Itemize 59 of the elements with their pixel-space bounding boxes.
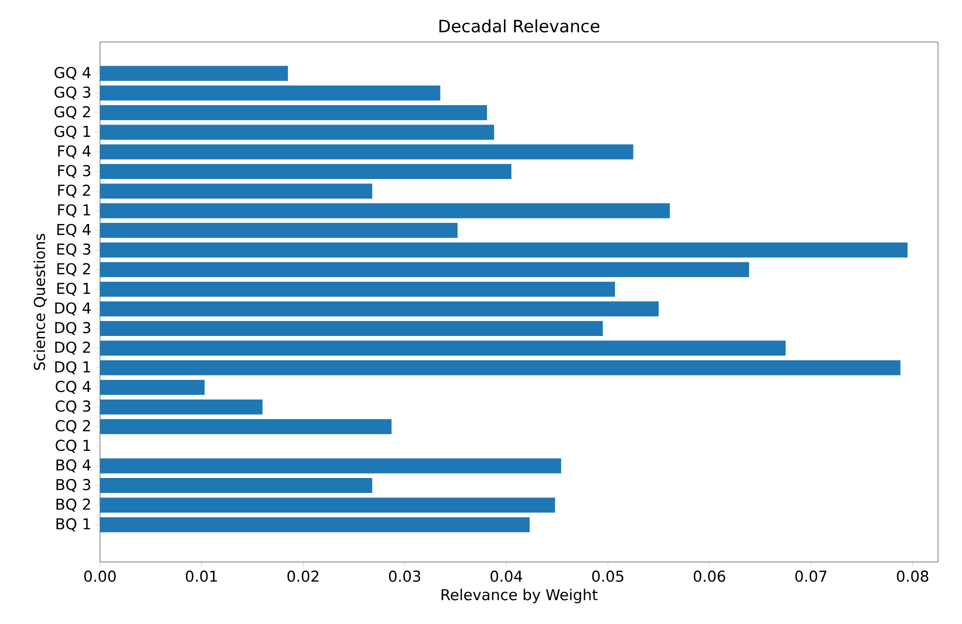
bar	[100, 262, 750, 278]
bar	[100, 340, 786, 356]
bar	[100, 105, 488, 120]
x-tick-label: 0.03	[389, 570, 420, 582]
bar	[100, 301, 659, 316]
bar	[100, 458, 562, 474]
bar	[100, 242, 908, 258]
bar	[100, 320, 603, 336]
x-tick-label: 0.08	[896, 570, 928, 582]
y-tick-label: EQ 2	[57, 263, 90, 276]
y-tick-label: BQ 2	[56, 498, 90, 512]
bar	[100, 222, 458, 238]
y-tick-label: FQ 3	[58, 164, 90, 178]
y-tick-label: CQ 3	[56, 400, 90, 414]
y-tick-label: BQ 4	[56, 459, 91, 472]
x-tick-label: 0.00	[84, 570, 116, 582]
y-tick-label: BQ 3	[56, 478, 90, 492]
y-tick-label: BQ 1	[56, 518, 90, 532]
bar	[100, 86, 440, 101]
y-tick-label: EQ 4	[57, 224, 91, 237]
y-tick-label: DQ 4	[55, 302, 91, 316]
bar	[100, 517, 530, 532]
y-tick-label: GQ 2	[54, 106, 90, 120]
bar	[100, 203, 670, 218]
y-tick-label: FQ 4	[58, 145, 91, 158]
x-tick-label: 0.05	[592, 570, 624, 582]
y-tick-label: GQ 4	[54, 66, 91, 80]
bar	[100, 478, 372, 493]
bar	[100, 498, 556, 513]
chart-title: Decadal Relevance	[439, 19, 600, 32]
y-tick-label: DQ 1	[55, 361, 90, 374]
y-tick-label: GQ 3	[54, 86, 90, 100]
bar	[100, 419, 392, 434]
bar	[100, 380, 205, 395]
bar	[100, 164, 512, 179]
bar	[100, 66, 288, 81]
y-tick-label: EQ 1	[57, 282, 90, 296]
y-axis-title: Science Questions	[34, 234, 47, 370]
bar	[100, 399, 263, 414]
y-tick-label: EQ 3	[57, 243, 90, 257]
x-tick-label: 0.02	[287, 570, 318, 582]
y-tick-label: CQ 4	[56, 380, 91, 394]
y-tick-label: GQ 1	[54, 126, 90, 139]
y-tick-label: FQ 2	[58, 184, 90, 198]
bar	[100, 144, 634, 160]
bar	[100, 360, 900, 376]
bar	[100, 124, 494, 140]
bar	[100, 184, 372, 199]
x-tick-label: 0.04	[490, 570, 522, 582]
y-tick-label: CQ 2	[56, 420, 90, 434]
x-axis-title: Relevance by Weight	[442, 588, 598, 604]
x-tick-label: 0.01	[186, 570, 217, 582]
y-tick-label: CQ 1	[56, 440, 90, 453]
y-tick-label: DQ 2	[55, 342, 90, 355]
y-tick-label: FQ 1	[58, 204, 90, 218]
bar	[100, 282, 615, 297]
y-tick-label: DQ 3	[55, 322, 90, 336]
x-tick-label: 0.07	[795, 570, 826, 582]
x-tick-label: 0.06	[694, 570, 726, 582]
